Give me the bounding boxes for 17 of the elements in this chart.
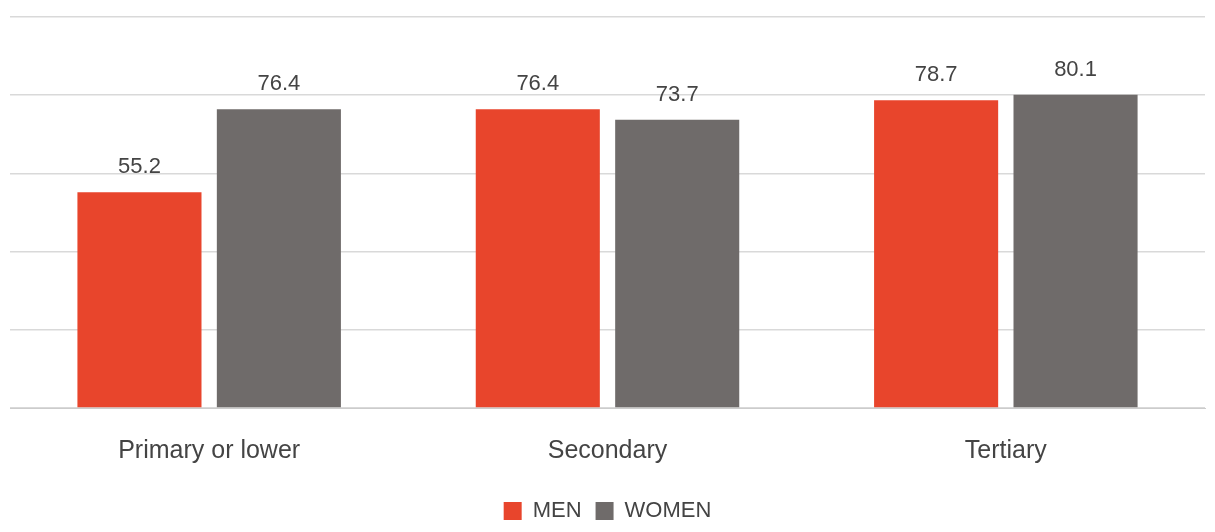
bar	[77, 192, 202, 408]
data-label: 80.1	[1054, 55, 1097, 81]
x-tick-label: Secondary	[547, 434, 668, 463]
data-label: 78.7	[914, 61, 958, 87]
bar	[615, 119, 740, 408]
bar	[1013, 94, 1138, 408]
data-label: 76.4	[257, 70, 301, 96]
data-label: 76.4	[516, 70, 560, 96]
legend-label: WOMEN	[624, 497, 712, 523]
x-tick-label: Primary or lower	[118, 434, 301, 463]
legend-label: MEN	[532, 497, 582, 523]
bar	[216, 109, 341, 408]
data-label: 55.2	[118, 153, 161, 179]
x-tick-label: Tertiary	[964, 434, 1048, 463]
bar	[475, 109, 600, 408]
bar	[874, 100, 999, 408]
data-label: 73.7	[655, 80, 699, 106]
